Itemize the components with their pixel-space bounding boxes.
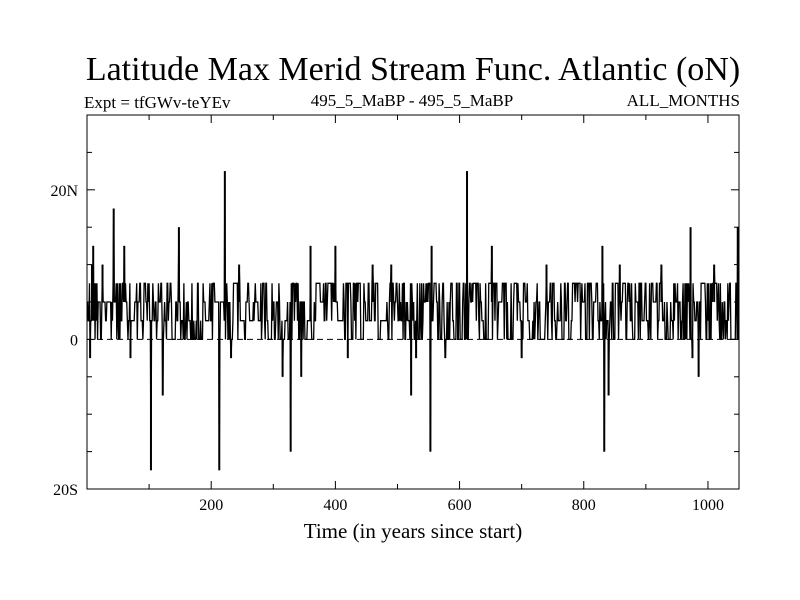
axis-ticks xyxy=(87,115,739,489)
series-line xyxy=(86,171,740,471)
y-tick-label: 0 xyxy=(70,332,78,349)
y-tick-label: 20S xyxy=(53,482,78,499)
y-tick-label: 20N xyxy=(50,183,78,200)
subtitle-experiment: Expt = tfGWv-teYEv xyxy=(84,93,231,112)
x-tick-label: 200 xyxy=(199,497,223,514)
x-axis-label: Time (in years since start) xyxy=(304,519,523,543)
y-tick-labels: 20S 0 20N xyxy=(50,183,78,499)
x-tick-label: 1000 xyxy=(692,497,724,514)
x-tick-label: 800 xyxy=(572,497,596,514)
x-tick-label: 600 xyxy=(448,497,472,514)
spike-markers xyxy=(89,171,739,471)
subtitle-months: ALL_MONTHS xyxy=(627,91,740,110)
x-tick-label: 400 xyxy=(323,497,347,514)
chart-title: Latitude Max Merid Stream Func. Atlantic… xyxy=(86,51,740,88)
x-tick-labels: 200 400 600 800 1000 xyxy=(199,497,724,514)
subtitle-comparison: 495_5_MaBP - 495_5_MaBP xyxy=(311,91,513,110)
